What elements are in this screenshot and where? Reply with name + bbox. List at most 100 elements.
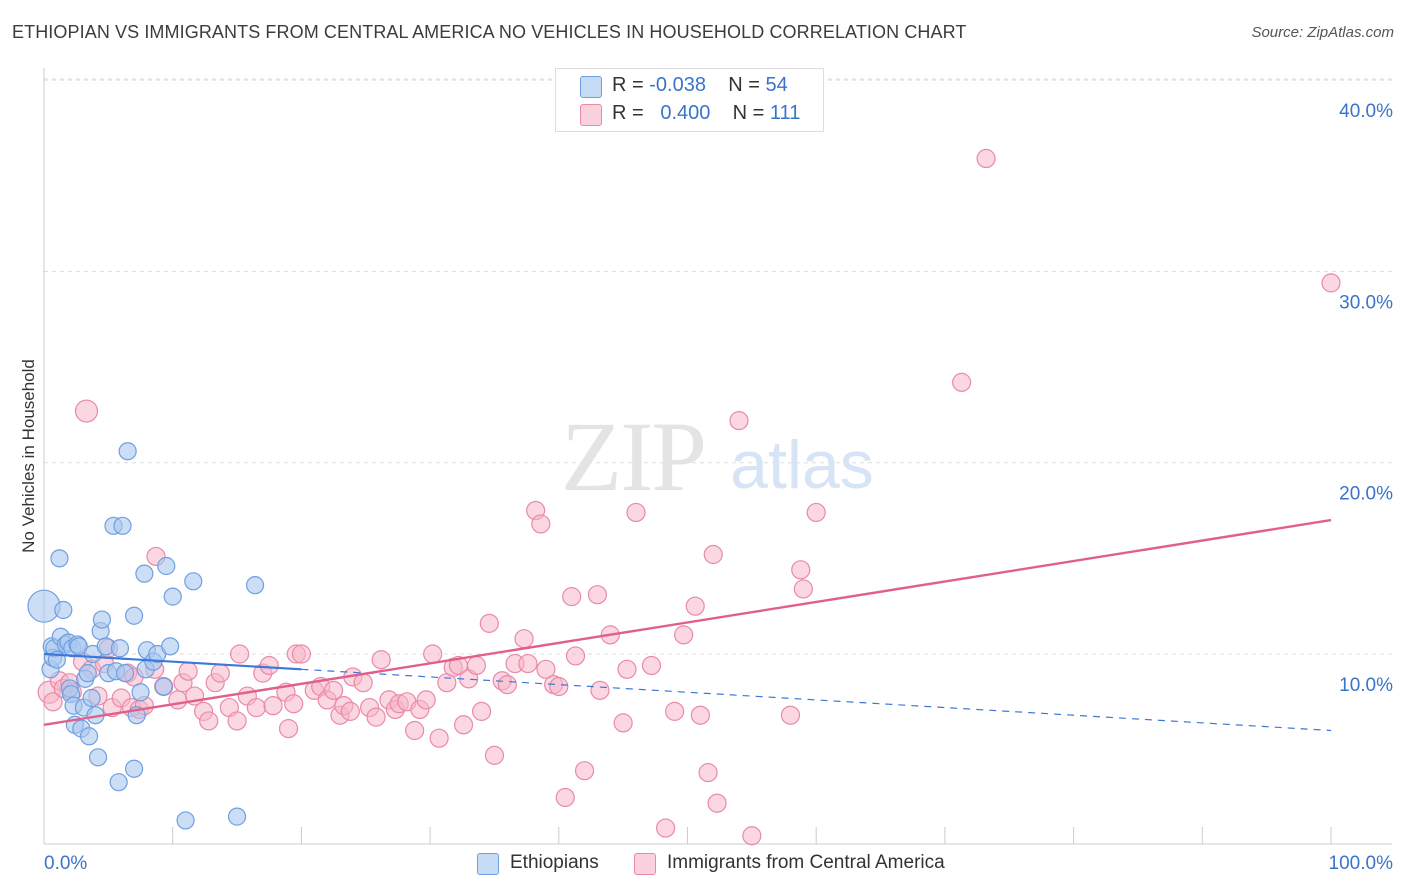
trend-line-ethiopians-extension — [301, 668, 1332, 732]
data-point-central-america — [453, 715, 474, 735]
data-point-central-america — [707, 793, 727, 813]
data-point-central-america — [656, 818, 676, 838]
data-point-ethiopians — [124, 759, 144, 778]
legend-swatch-pink — [634, 853, 656, 875]
data-point-central-america — [587, 585, 608, 605]
source-label: Source: ZipAtlas.com — [1251, 24, 1394, 41]
data-point-central-america — [168, 690, 188, 710]
tick-labels: 10.0% 20.0% 30.0% 40.0% 0.0% 100.0% — [44, 101, 1393, 874]
data-point-central-america — [43, 692, 63, 712]
grid-lines — [44, 78, 1392, 655]
data-point-ethiopians — [154, 677, 173, 696]
data-point-central-america — [246, 697, 266, 718]
data-point-central-america — [641, 655, 662, 676]
trend-lines — [43, 518, 1332, 732]
data-point-central-america — [471, 701, 492, 721]
data-point-ethiopians — [110, 639, 130, 658]
data-point-central-america — [340, 701, 360, 721]
data-point-central-america — [574, 761, 595, 781]
data-point-central-america — [626, 502, 646, 523]
data-point-central-america — [617, 659, 637, 679]
data-point-central-america — [1321, 273, 1341, 293]
data-point-ethiopians — [113, 516, 132, 535]
legend-r-label: R = — [612, 74, 650, 96]
legend-n-value: 54 — [765, 74, 788, 96]
data-point-ethiopians — [79, 727, 99, 746]
watermark-atlas: atlas — [730, 427, 874, 503]
data-point-central-america — [703, 544, 723, 565]
data-point-central-america — [230, 644, 250, 664]
data-point-central-america — [466, 655, 487, 676]
legend-r-value: 0.400 — [660, 102, 711, 124]
y-tick-label: 20.0% — [1339, 484, 1393, 505]
chart-title: ETHIOPIAN VS IMMIGRANTS FROM CENTRAL AME… — [12, 22, 967, 42]
data-point-ethiopians — [115, 664, 135, 683]
series-ethiopians-points — [27, 442, 265, 830]
data-point-central-america — [479, 613, 499, 633]
data-point-central-america — [976, 148, 996, 169]
y-tick-label: 40.0% — [1339, 101, 1393, 122]
data-point-central-america — [674, 625, 694, 645]
data-point-central-america — [423, 644, 443, 664]
data-point-central-america — [952, 372, 972, 392]
data-point-ethiopians — [54, 600, 73, 620]
data-point-ethiopians — [131, 683, 150, 702]
data-point-ethiopians — [157, 556, 176, 576]
data-point-ethiopians — [69, 637, 88, 656]
data-point-central-america — [371, 650, 391, 670]
data-point-central-america — [405, 720, 425, 741]
data-point-ethiopians — [161, 637, 180, 656]
axes — [43, 68, 1392, 845]
data-point-central-america — [484, 745, 505, 765]
data-point-central-america — [549, 676, 569, 697]
legend-r-label: R = — [612, 102, 650, 124]
data-point-ethiopians — [50, 549, 69, 568]
data-point-central-america — [284, 694, 304, 714]
trend-line-ethiopians — [43, 652, 302, 671]
series-central-america-points — [37, 148, 1341, 846]
legend-label-ethiopians: Ethiopians — [510, 852, 599, 873]
data-point-ethiopians — [109, 773, 128, 792]
data-point-ethiopians — [245, 576, 265, 595]
trend-line-central-america — [43, 518, 1332, 726]
data-point-central-america — [613, 713, 633, 733]
legend-swatch-pink — [580, 104, 602, 126]
legend-n-label: N = — [728, 74, 766, 96]
data-point-central-america — [531, 514, 551, 534]
data-point-central-america — [555, 787, 575, 808]
watermark: ZIP atlas — [561, 401, 874, 512]
data-point-ethiopians — [82, 688, 101, 708]
data-point-central-america — [565, 646, 586, 666]
data-point-central-america — [562, 587, 582, 607]
y-tick-label: 10.0% — [1339, 675, 1393, 696]
data-point-central-america — [353, 673, 373, 693]
legend-r-value: -0.038 — [649, 74, 706, 96]
data-point-central-america — [210, 663, 230, 683]
legend-swatch-blue — [477, 853, 499, 875]
data-point-central-america — [690, 705, 710, 725]
data-point-central-america — [291, 644, 311, 664]
data-point-central-america — [518, 653, 538, 674]
data-point-ethiopians — [227, 807, 247, 826]
watermark-zip: ZIP — [561, 401, 705, 512]
x-tick-label: 0.0% — [44, 853, 87, 874]
data-point-central-america — [665, 701, 685, 721]
data-point-central-america — [780, 705, 801, 725]
data-point-ethiopians — [135, 564, 154, 583]
x-tick-label: 100.0% — [1329, 853, 1394, 874]
data-point-central-america — [729, 411, 749, 431]
data-point-central-america — [497, 675, 517, 695]
data-point-central-america — [178, 661, 198, 681]
data-point-central-america — [199, 711, 219, 731]
data-point-ethiopians — [88, 748, 108, 767]
data-point-central-america — [259, 655, 279, 676]
data-point-ethiopians — [163, 587, 182, 606]
data-point-central-america — [590, 680, 610, 700]
data-point-ethiopians — [124, 606, 144, 625]
data-point-central-america — [536, 659, 556, 679]
correlation-legend: R = -0.038 N = 54 R = 0.400 N = 111 — [555, 68, 824, 132]
legend-swatch-blue — [580, 76, 602, 98]
data-point-central-america — [698, 763, 718, 783]
data-point-central-america — [74, 399, 99, 423]
